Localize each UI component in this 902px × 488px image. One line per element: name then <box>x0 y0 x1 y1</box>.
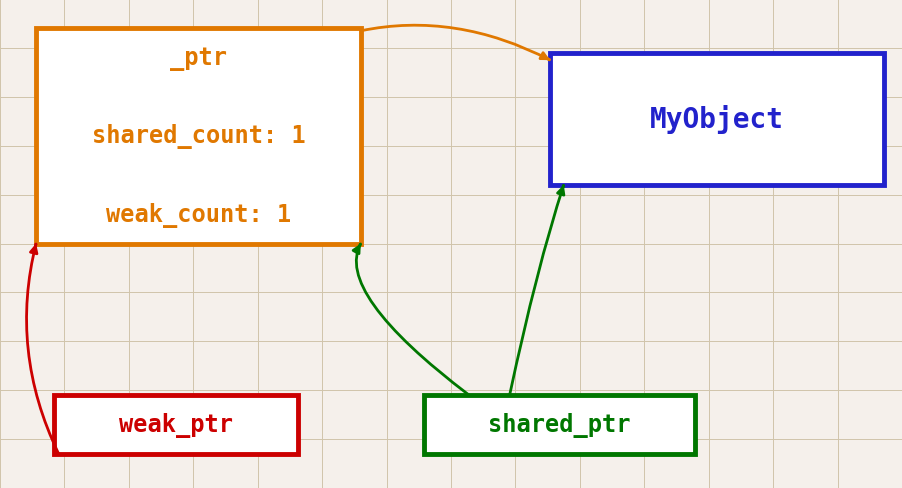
FancyBboxPatch shape <box>54 395 298 454</box>
Text: weak_count: 1: weak_count: 1 <box>106 202 291 227</box>
FancyBboxPatch shape <box>424 395 695 454</box>
Text: shared_ptr: shared_ptr <box>488 412 630 437</box>
Text: _ptr: _ptr <box>170 46 227 71</box>
Text: shared_count: 1: shared_count: 1 <box>92 124 305 149</box>
Text: weak_ptr: weak_ptr <box>119 412 233 437</box>
FancyBboxPatch shape <box>550 54 884 185</box>
FancyBboxPatch shape <box>36 29 361 244</box>
Text: MyObject: MyObject <box>650 105 784 134</box>
